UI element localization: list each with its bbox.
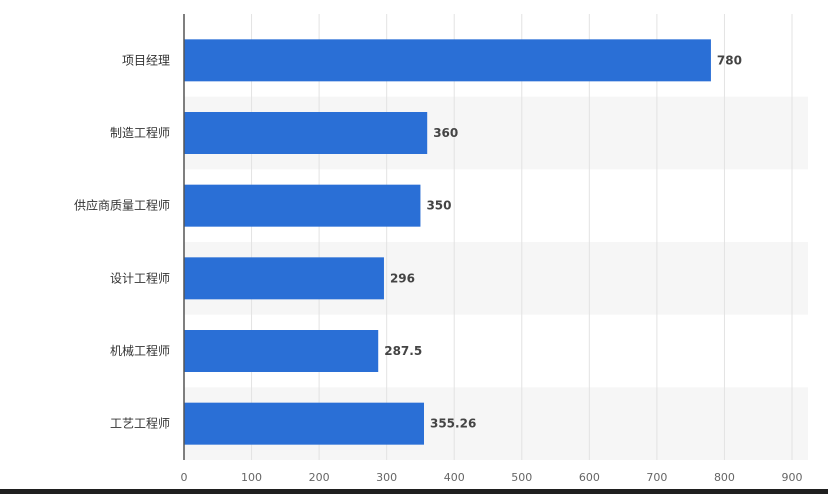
bar xyxy=(184,184,421,227)
category-label: 工艺工程师 xyxy=(110,416,170,431)
x-tick-label: 200 xyxy=(309,471,330,484)
category-label: 机械工程师 xyxy=(110,343,170,358)
bar xyxy=(184,330,379,372)
x-tick-labels: 0 100 200 300 400 500 600 700 800 900 xyxy=(181,471,803,484)
value-label: 296 xyxy=(390,271,415,285)
value-label: 287.5 xyxy=(384,344,422,358)
value-label: 355.26 xyxy=(430,417,476,431)
value-label: 360 xyxy=(433,126,458,140)
bar xyxy=(184,257,384,300)
bar xyxy=(184,402,424,445)
x-tick-label: 500 xyxy=(511,471,532,484)
x-tick-label: 700 xyxy=(646,471,667,484)
x-tick-label: 900 xyxy=(782,471,803,484)
x-tick-label: 800 xyxy=(714,471,735,484)
value-labels: 780 360 350 296 287.5 355.26 xyxy=(384,53,742,430)
bars xyxy=(184,39,711,445)
category-label: 设计工程师 xyxy=(110,270,170,285)
x-tick-label: 400 xyxy=(444,471,465,484)
x-tick-label: 100 xyxy=(241,471,262,484)
category-label: 项目经理 xyxy=(122,53,170,67)
bar xyxy=(184,112,428,154)
value-label: 780 xyxy=(717,53,742,67)
x-tick-label: 0 xyxy=(181,471,188,484)
category-label: 供应商质量工程师 xyxy=(74,198,170,213)
x-tick-label: 300 xyxy=(376,471,397,484)
category-label: 制造工程师 xyxy=(110,125,170,140)
bar xyxy=(184,39,711,82)
value-label: 350 xyxy=(426,199,451,213)
x-tick-label: 600 xyxy=(579,471,600,484)
bottom-edge xyxy=(0,489,828,494)
row-bands xyxy=(184,96,808,460)
gridlines xyxy=(251,14,793,460)
